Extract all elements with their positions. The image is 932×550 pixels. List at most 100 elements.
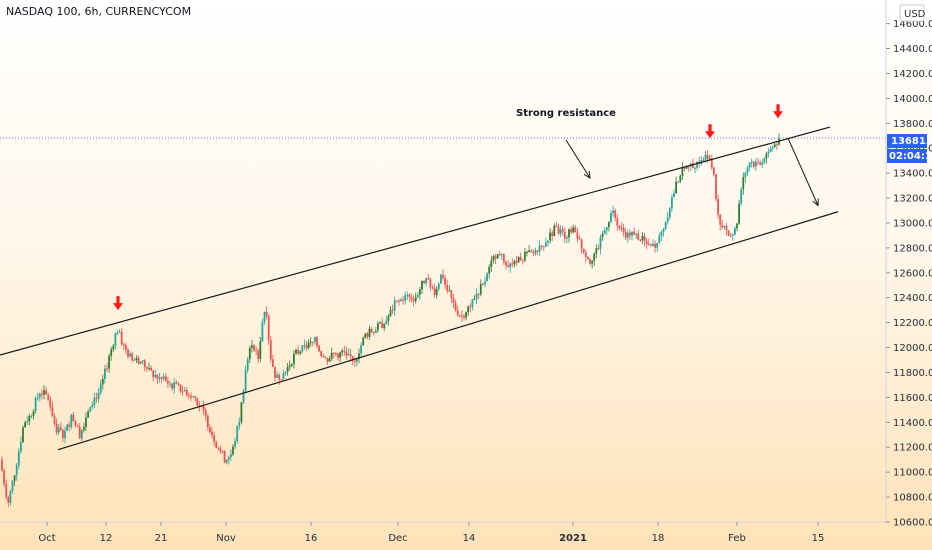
candle-body: [637, 233, 640, 240]
y-tick-label: 11600.0: [893, 393, 932, 404]
candle-body: [521, 260, 524, 262]
candle-body: [692, 163, 694, 168]
candle-body: [1, 459, 3, 471]
candle-body: [398, 300, 400, 302]
candle-body: [240, 402, 243, 422]
y-tick-label: 14000.0: [893, 94, 932, 105]
x-tick-label: 18: [652, 533, 665, 544]
candle-body: [5, 484, 8, 498]
candle-body: [763, 158, 766, 163]
candle-body: [591, 260, 593, 264]
down-arrow-icon: [113, 296, 123, 311]
candle-body: [496, 254, 499, 259]
candle-body: [706, 154, 709, 159]
candle-body: [299, 351, 302, 354]
candle-body: [633, 231, 635, 235]
candle-body: [479, 283, 482, 295]
candle-body: [112, 345, 115, 350]
candle-body: [120, 331, 123, 345]
y-tick-label: 13000.0: [893, 218, 932, 229]
candle-body: [524, 251, 526, 261]
down-arrow-icon: [705, 124, 715, 139]
candle-body: [377, 323, 379, 331]
candle-body: [209, 427, 211, 433]
resistance-pointer-head: [583, 170, 591, 179]
candle-body: [559, 229, 562, 234]
candle-body: [414, 297, 417, 302]
candle-body: [545, 242, 547, 247]
candle-body: [370, 328, 373, 333]
candle-body: [173, 382, 176, 389]
candle-body: [26, 421, 29, 423]
candle-body: [723, 225, 726, 228]
candle-body: [528, 250, 530, 252]
candle-body: [320, 351, 323, 356]
candle-body: [137, 357, 140, 364]
candle-body: [150, 367, 152, 371]
candle-body: [589, 258, 591, 264]
candle-body: [429, 279, 432, 288]
candle-body: [776, 144, 778, 146]
candle-body: [660, 231, 663, 236]
candle-body: [169, 383, 171, 385]
candle-body: [353, 360, 356, 362]
candle-body: [603, 230, 606, 234]
candle-body: [778, 138, 780, 145]
candle-body: [307, 342, 310, 348]
x-tick-label: 14: [463, 533, 476, 544]
candle-body: [57, 427, 60, 433]
candle-body: [204, 410, 207, 416]
candle-body: [328, 358, 331, 362]
candle-body: [257, 350, 260, 359]
candle-body: [635, 233, 638, 235]
candle-body: [410, 297, 413, 300]
candle-body: [127, 349, 129, 357]
candle-body: [738, 203, 740, 224]
candle-body: [475, 293, 478, 300]
candle-body: [236, 425, 239, 442]
candle-body: [471, 299, 474, 308]
candle-body: [188, 395, 190, 397]
candle-body: [368, 328, 371, 337]
candle-body: [612, 210, 614, 214]
candle-body: [211, 432, 213, 436]
candle-body: [295, 349, 297, 354]
candle-body: [17, 451, 20, 466]
candle-body: [28, 415, 31, 422]
x-tick-label: 12: [100, 533, 113, 544]
candle-body: [719, 214, 722, 225]
candle-body: [759, 162, 761, 165]
y-tick-label: 14600.0: [893, 19, 932, 30]
candle-body: [99, 384, 102, 393]
candle-body: [32, 411, 35, 416]
candle-body: [406, 294, 409, 296]
candle-body: [15, 465, 18, 476]
countdown-badge: 02:04:14: [887, 149, 932, 163]
candle-body: [742, 177, 745, 190]
candle-body: [687, 166, 690, 168]
candle-body: [194, 396, 197, 399]
candle-body: [773, 144, 776, 148]
candle-body: [85, 417, 87, 427]
candle-body: [744, 172, 747, 178]
candle-body: [393, 300, 396, 311]
candle-body: [542, 246, 545, 248]
candle-body: [38, 393, 41, 398]
currency-button[interactable]: USD: [899, 4, 926, 22]
candle-body: [652, 243, 654, 246]
candle-body: [97, 392, 100, 399]
candle-body: [116, 332, 119, 334]
candle-body: [473, 299, 476, 301]
candle-body: [704, 154, 707, 160]
candle-body: [326, 358, 329, 362]
candle-body: [261, 322, 264, 342]
candle-body: [68, 424, 71, 427]
candle-body: [269, 339, 272, 360]
candle-body: [223, 451, 226, 463]
candle-body: [108, 355, 110, 369]
candle-body: [358, 353, 360, 359]
candle-body: [570, 229, 572, 233]
candle-body: [576, 232, 579, 239]
candle-body: [431, 287, 434, 289]
